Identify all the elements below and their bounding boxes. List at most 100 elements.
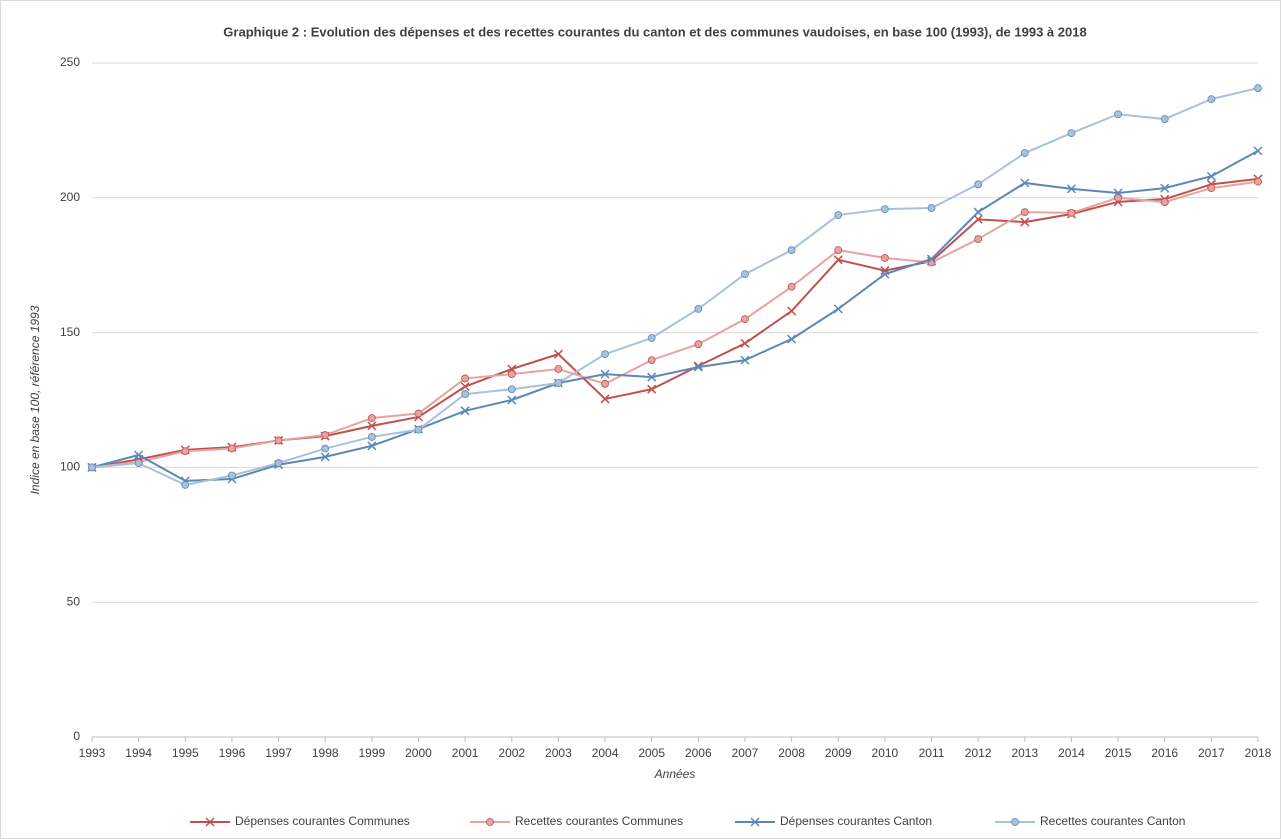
marker: [927, 204, 936, 212]
marker: [693, 362, 703, 372]
marker: [880, 269, 890, 279]
x-tick-label: 2006: [685, 746, 712, 760]
marker: [1254, 84, 1262, 92]
x-tick-label: 2016: [1151, 746, 1178, 760]
marker: [507, 385, 516, 394]
marker: [1066, 184, 1076, 194]
x-axis-label: Années: [654, 767, 696, 781]
x-tick-label: 2013: [1011, 746, 1038, 760]
marker: [414, 425, 423, 434]
x-tick-label: 1993: [79, 746, 106, 760]
x-tick-label: 2015: [1105, 746, 1132, 760]
marker: [694, 340, 703, 349]
marker: [926, 254, 937, 264]
marker: [507, 370, 516, 379]
marker: [1207, 184, 1216, 192]
marker: [367, 441, 377, 451]
marker: [1020, 217, 1030, 227]
legend-label: Dépenses courantes Canton: [780, 814, 932, 828]
marker: [1160, 183, 1170, 193]
x-tick-label: 2018: [1245, 746, 1272, 760]
marker: [228, 471, 236, 480]
marker: [647, 334, 656, 342]
x-tick-label: 1996: [219, 746, 246, 760]
legend-marker: [1011, 818, 1019, 826]
x-tick-label: 2002: [498, 746, 525, 760]
chart-title: Graphique 2 : Evolution des dépenses et …: [223, 24, 1086, 39]
marker: [741, 315, 749, 324]
legend-marker: [486, 818, 494, 826]
x-tick-label: 2011: [919, 746, 945, 760]
x-tick-label: 2017: [1198, 746, 1225, 760]
marker: [88, 463, 96, 472]
marker: [973, 214, 983, 224]
marker: [740, 355, 750, 365]
y-tick-label: 100: [60, 460, 80, 474]
marker: [974, 180, 983, 189]
marker: [367, 433, 376, 441]
marker: [367, 421, 377, 431]
marker: [973, 207, 983, 217]
x-tick-label: 1994: [125, 746, 152, 760]
marker: [880, 205, 889, 214]
marker: [601, 379, 609, 388]
marker: [460, 381, 470, 392]
marker: [1207, 95, 1216, 104]
marker: [181, 481, 190, 489]
marker: [367, 414, 376, 422]
x-tick-label: 2000: [405, 746, 432, 760]
x-tick-label: 2008: [778, 746, 805, 760]
x-tick-label: 2005: [638, 746, 665, 760]
y-tick-label: 0: [73, 729, 80, 743]
marker: [460, 406, 470, 416]
y-axis-label: Indice en base 100, référence 1993: [28, 305, 42, 494]
x-tick-label: 2001: [452, 746, 479, 760]
marker: [1160, 115, 1169, 123]
series-line: [91, 180, 1259, 469]
marker: [787, 334, 797, 344]
marker: [1160, 198, 1169, 207]
y-tick-label: 50: [67, 594, 81, 608]
marker: [181, 447, 190, 456]
x-tick-label: 2007: [732, 746, 759, 760]
marker: [647, 372, 657, 382]
marker: [1113, 188, 1123, 198]
marker: [787, 282, 796, 291]
legend-label: Dépenses courantes Communes: [235, 814, 410, 828]
x-tick-label: 1998: [312, 746, 339, 760]
marker: [321, 444, 330, 453]
marker: [320, 452, 330, 462]
marker: [1020, 208, 1029, 216]
marker: [647, 356, 656, 364]
marker: [787, 246, 796, 255]
x-tick-label: 1995: [172, 746, 199, 760]
marker: [834, 211, 843, 219]
marker: [880, 254, 889, 262]
x-tick-label: 1997: [265, 746, 292, 760]
marker: [1114, 110, 1122, 119]
marker: [414, 409, 423, 418]
marker: [1067, 129, 1076, 137]
x-tick-label: 2004: [592, 746, 619, 760]
marker: [741, 270, 749, 278]
legend-label: Recettes courantes Communes: [515, 814, 683, 828]
marker: [601, 350, 609, 359]
marker: [740, 338, 750, 348]
marker: [274, 436, 283, 445]
marker: [274, 459, 283, 467]
marker: [1254, 177, 1262, 186]
marker: [554, 365, 563, 373]
marker: [600, 394, 610, 404]
x-tick-label: 2009: [825, 746, 852, 760]
y-tick-label: 250: [60, 55, 80, 69]
marker: [1067, 208, 1076, 217]
x-tick-label: 2010: [872, 746, 899, 760]
marker: [1020, 178, 1030, 188]
x-tick-label: 2012: [965, 746, 992, 760]
marker: [647, 384, 657, 394]
x-tick-label: 2014: [1058, 746, 1085, 760]
marker: [134, 459, 143, 467]
marker: [461, 374, 470, 383]
marker: [134, 450, 144, 460]
